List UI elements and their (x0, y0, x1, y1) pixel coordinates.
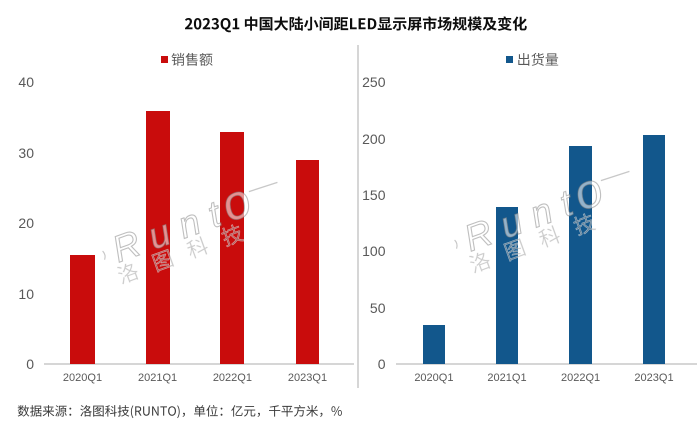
svg-text:Runt: Runt (459, 179, 589, 260)
svg-text:Runt: Runt (107, 190, 237, 271)
